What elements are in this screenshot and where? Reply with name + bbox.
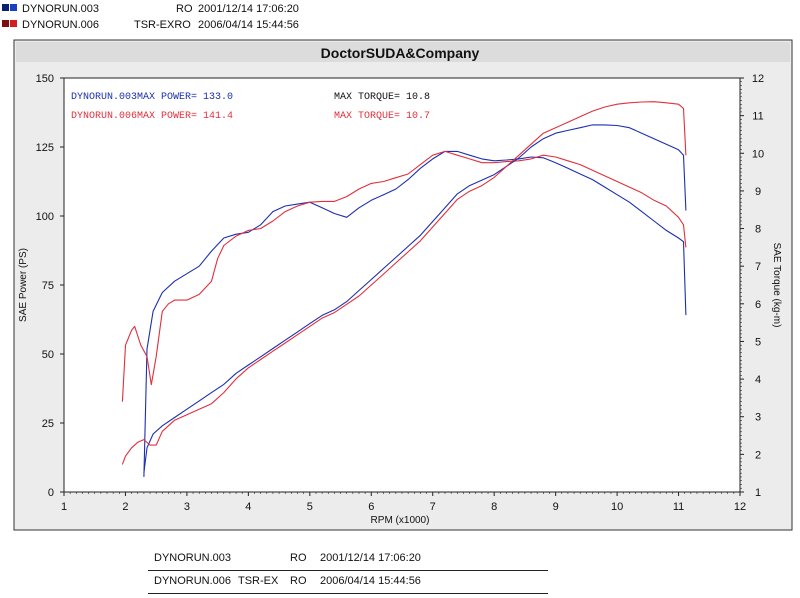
y-right-tick-label: 5 bbox=[755, 336, 761, 348]
series-dynorun-006-torque-line bbox=[121, 150, 687, 402]
x-tick-label: 1 bbox=[61, 501, 67, 513]
footer-run-table: DYNORUN.003 RO 2001/12/14 17:06:20 DYNOR… bbox=[148, 548, 548, 594]
x-tick-label: 8 bbox=[491, 501, 497, 513]
y-right-tick-label: 4 bbox=[755, 374, 761, 386]
y-left-tick-label: 125 bbox=[36, 142, 54, 154]
legend-torque-003: MAX TORQUE= 10.8 bbox=[334, 92, 430, 103]
dyno-chart: DoctorSUDA&Company 1 2 3 4 5 6 7 8 9 10 11 12025507… bbox=[13, 39, 793, 531]
header-run-006: DYNORUN.006 TSR-EXRO 2006/04/14 15:44:56 bbox=[0, 18, 800, 34]
x-tick-label: 11 bbox=[673, 501, 684, 513]
footer-row-003: DYNORUN.003 RO 2001/12/14 17:06:20 bbox=[148, 548, 548, 571]
y-right-tick-label: 6 bbox=[755, 299, 761, 311]
series-group bbox=[121, 101, 687, 477]
y-right-tick-label: 11 bbox=[752, 111, 763, 123]
swatch-006-a bbox=[2, 20, 9, 27]
y-left-tick-label: 0 bbox=[48, 487, 54, 499]
swatch-006-b bbox=[10, 20, 17, 27]
x-tick-label: 4 bbox=[245, 501, 251, 513]
swatch-003-a bbox=[2, 4, 9, 11]
header-run-file: DYNORUN.006 bbox=[22, 19, 100, 31]
swatch-003-b bbox=[10, 4, 17, 11]
x-tick-label: 9 bbox=[553, 501, 559, 513]
y-axis-label-right: SAE Torque (kg-m) bbox=[771, 243, 782, 328]
y-left-tick-label: 50 bbox=[42, 349, 54, 361]
chart-title-band bbox=[16, 42, 790, 62]
x-tick-label: 3 bbox=[184, 501, 190, 513]
footer-file: DYNORUN.003 bbox=[154, 552, 232, 564]
header-run-003: DYNORUN.003 RO 2001/12/14 17:06:20 bbox=[0, 2, 800, 18]
y-right-tick-label: 1 bbox=[755, 487, 761, 499]
x-tick-label: 12 bbox=[734, 501, 746, 513]
header-run-datetime: 2006/04/14 15:44:56 bbox=[198, 19, 299, 31]
chart-title: DoctorSUDA&Company bbox=[321, 45, 480, 61]
y-left-tick-label: 75 bbox=[42, 280, 54, 292]
y-right-tick-label: 3 bbox=[755, 412, 761, 424]
plot-area bbox=[63, 77, 741, 493]
y-axis-label-left: SAE Power (PS) bbox=[18, 248, 29, 322]
footer-datetime: 2001/12/14 17:06:20 bbox=[320, 552, 421, 564]
x-tick-label: 7 bbox=[430, 501, 436, 513]
header-run-file: DYNORUN.003 bbox=[22, 3, 100, 15]
x-tick-label: 10 bbox=[611, 501, 623, 513]
x-axis-label: RPM (x1000) bbox=[371, 515, 430, 526]
tick-group: 1 2 3 4 5 6 7 8 9 10 11 120255075100125150123456789… bbox=[36, 73, 764, 513]
header-run-tag: TSR-EXRO bbox=[134, 19, 191, 31]
series-dynorun-006-power-line bbox=[121, 101, 687, 465]
series-dynorun-003-torque-line bbox=[143, 150, 687, 477]
x-tick-label: 2 bbox=[122, 501, 128, 513]
y-right-tick-label: 10 bbox=[752, 148, 764, 160]
y-left-tick-label: 150 bbox=[36, 73, 54, 85]
y-right-tick-label: 7 bbox=[755, 261, 761, 273]
header-run-datetime: 2001/12/14 17:06:20 bbox=[198, 3, 299, 15]
y-right-tick-label: 12 bbox=[752, 73, 764, 85]
y-left-tick-label: 100 bbox=[36, 211, 54, 223]
series-dynorun-003-power-line bbox=[143, 124, 687, 473]
legend-run-006: DYNORUN.006 bbox=[71, 111, 137, 122]
legend-run-003: DYNORUN.003 bbox=[71, 92, 137, 103]
footer-code: RO bbox=[290, 575, 307, 587]
footer-code: RO bbox=[290, 552, 307, 564]
legend-power-006: MAX POWER= 141.4 bbox=[137, 111, 233, 122]
y-right-tick-label: 8 bbox=[755, 224, 761, 236]
footer-tag: TSR-EX bbox=[238, 575, 279, 587]
footer-datetime: 2006/04/14 15:44:56 bbox=[320, 575, 421, 587]
header-run-tag: RO bbox=[176, 3, 193, 15]
x-tick-label: 5 bbox=[307, 501, 313, 513]
legend-torque-006: MAX TORQUE= 10.7 bbox=[334, 111, 430, 122]
header: DYNORUN.003 RO 2001/12/14 17:06:20 DYNOR… bbox=[0, 0, 800, 36]
legend-power-003: MAX POWER= 133.0 bbox=[137, 92, 233, 103]
y-right-tick-label: 2 bbox=[755, 449, 761, 461]
y-left-tick-label: 25 bbox=[42, 418, 54, 430]
footer-file: DYNORUN.006 bbox=[154, 575, 232, 587]
y-right-tick-label: 9 bbox=[755, 186, 761, 198]
x-tick-label: 6 bbox=[368, 501, 374, 513]
footer-row-006: DYNORUN.006 TSR-EX RO 2006/04/14 15:44:5… bbox=[148, 571, 548, 594]
